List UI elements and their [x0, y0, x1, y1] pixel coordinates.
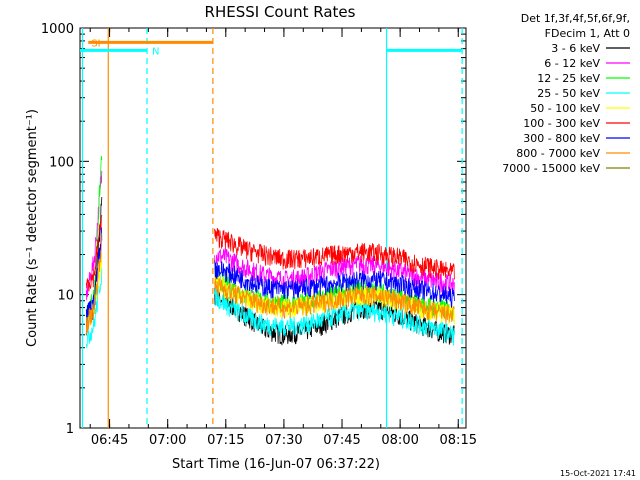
series-line [85, 232, 455, 335]
series-line [85, 268, 455, 349]
y-tick-label: 1000 [41, 22, 74, 37]
x-tick-label: 06:45 [91, 433, 128, 448]
chart-title: RHESSI Count Rates [205, 3, 356, 21]
legend-entry-label: 800 - 7000 keV [516, 147, 600, 160]
legend-entry-label: 25 - 50 keV [537, 87, 600, 100]
x-tick-label: 07:15 [207, 433, 244, 448]
x-tick-label: 07:00 [149, 433, 186, 448]
plot-border [79, 27, 467, 429]
legend-header-line-1: Det 1f,3f,4f,5f,6f,9f, [521, 12, 630, 25]
series-line [85, 170, 455, 301]
y-axis: 1 10 100 1000 [41, 22, 466, 437]
plot-frame [79, 27, 467, 429]
series-line [85, 214, 455, 292]
x-tick-label: 07:45 [323, 433, 360, 448]
legend-entry-label: 50 - 100 keV [530, 102, 600, 115]
legend-entry-label: 6 - 12 keV [544, 57, 600, 70]
y-tick-label: 100 [49, 155, 74, 170]
x-axis: 06:45 07:00 07:15 07:30 07:45 08:00 08:15 [89, 28, 477, 448]
flag-bar-label: N [152, 46, 159, 57]
legend-header-line-2: FDecim 1, Att 0 [545, 27, 630, 40]
y-tick-label: 1 [66, 422, 74, 437]
x-tick-label: 07:30 [265, 433, 302, 448]
legend-entry-label: 7000 - 15000 keV [502, 162, 600, 175]
timestamp: 15-Oct-2021 17:41 [560, 469, 636, 478]
legend-entry-label: 12 - 25 keV [537, 72, 600, 85]
legend: Det 1f,3f,4f,5f,6f,9f, FDecim 1, Att 0 3… [502, 12, 630, 175]
x-axis-label: Start Time (16-Jun-07 06:37:22) [172, 457, 380, 472]
legend-entry-label: 3 - 6 keV [551, 42, 600, 55]
legend-entry-label: 300 - 800 keV [523, 132, 600, 145]
flag-bar-label: SI [91, 38, 100, 49]
legend-entry-label: 100 - 300 keV [523, 117, 600, 130]
flag-bars: SI N [80, 38, 463, 57]
y-tick-label: 10 [57, 289, 74, 304]
x-tick-label: 08:15 [440, 433, 477, 448]
legend-items: 3 - 6 keV 6 - 12 keV 12 - 25 keV 25 - 50 ke… [502, 42, 630, 175]
attenuator-markers [81, 28, 463, 428]
y-axis-label: Count Rate (s⁻¹ detector segment⁻¹) [25, 109, 40, 347]
x-tick-label: 08:00 [381, 433, 418, 448]
series-lines [85, 155, 455, 349]
